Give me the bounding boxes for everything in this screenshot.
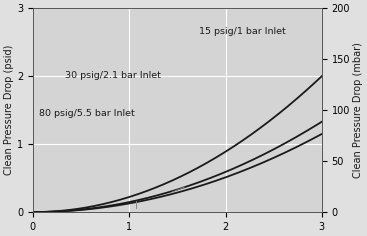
Text: 30 psig/2.1 bar Inlet: 30 psig/2.1 bar Inlet xyxy=(65,71,161,80)
Y-axis label: Clean Pressure Drop (mbar): Clean Pressure Drop (mbar) xyxy=(353,42,363,178)
Y-axis label: Clean Pressure Drop (psid): Clean Pressure Drop (psid) xyxy=(4,45,14,175)
Text: 15 psig/1 bar Inlet: 15 psig/1 bar Inlet xyxy=(199,27,285,36)
Text: 80 psig/5.5 bar Inlet: 80 psig/5.5 bar Inlet xyxy=(39,109,134,118)
